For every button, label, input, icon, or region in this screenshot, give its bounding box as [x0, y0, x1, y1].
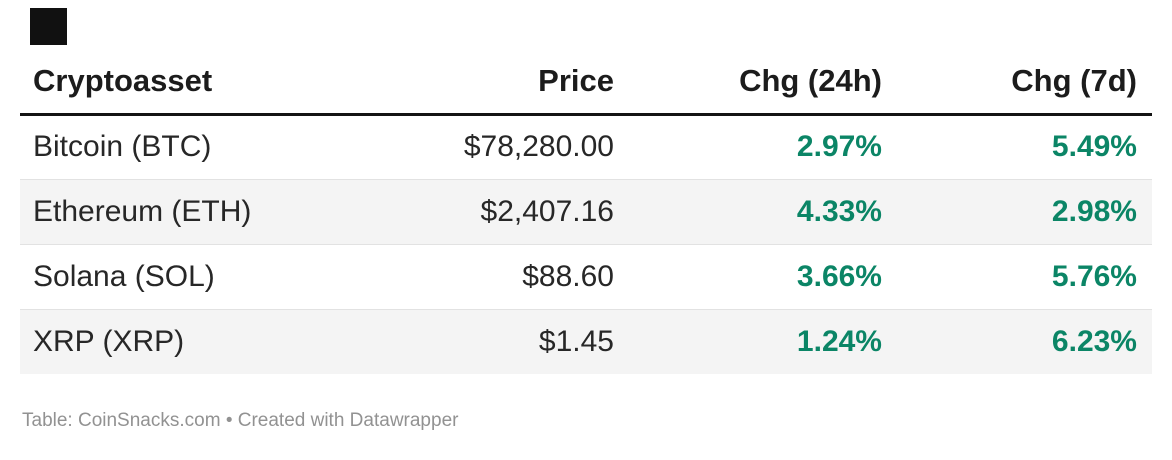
column-header-chg-24h: Chg (24h): [739, 63, 882, 99]
column-header-price: Price: [538, 63, 614, 99]
asset-name: Ethereum (ETH): [33, 194, 252, 228]
change-7d: 5.76%: [1051, 259, 1137, 293]
column-header-cryptoasset: Cryptoasset: [33, 63, 213, 99]
change-7d: 6.23%: [1051, 324, 1137, 358]
asset-name: Solana (SOL): [33, 259, 215, 293]
change-24h: 3.66%: [796, 259, 882, 293]
table-row-ethereum: Ethereum (ETH) $2,407.16 4.33% 2.98%: [20, 179, 1152, 244]
asset-price: $88.60: [522, 259, 614, 293]
table-row-bitcoin: Bitcoin (BTC) $78,280.00 2.97% 5.49%: [20, 114, 1152, 179]
asset-price: $2,407.16: [480, 194, 614, 228]
asset-price: $78,280.00: [463, 130, 614, 163]
crypto-table: Cryptoasset Price Chg (24h) Chg (7d) Bit…: [20, 50, 1152, 374]
table-header-row: Cryptoasset Price Chg (24h) Chg (7d): [20, 50, 1152, 114]
change-24h: 2.97%: [796, 130, 882, 163]
table-row-solana: Solana (SOL) $88.60 3.66% 5.76%: [20, 244, 1152, 309]
change-24h: 4.33%: [796, 194, 882, 228]
change-7d: 2.98%: [1051, 194, 1137, 228]
asset-price: $1.45: [538, 324, 614, 358]
asset-name: XRP (XRP): [33, 324, 185, 358]
asset-name: Bitcoin (BTC): [33, 130, 212, 163]
change-24h: 1.24%: [796, 324, 882, 358]
table-row-xrp: XRP (XRP) $1.45 1.24% 6.23%: [20, 309, 1152, 374]
column-header-chg-7d: Chg (7d): [1011, 63, 1137, 99]
attribution-footer: Table: CoinSnacks.com • Created with Dat…: [22, 410, 459, 431]
black-square-logo: [30, 8, 67, 45]
change-7d: 5.49%: [1051, 130, 1137, 163]
